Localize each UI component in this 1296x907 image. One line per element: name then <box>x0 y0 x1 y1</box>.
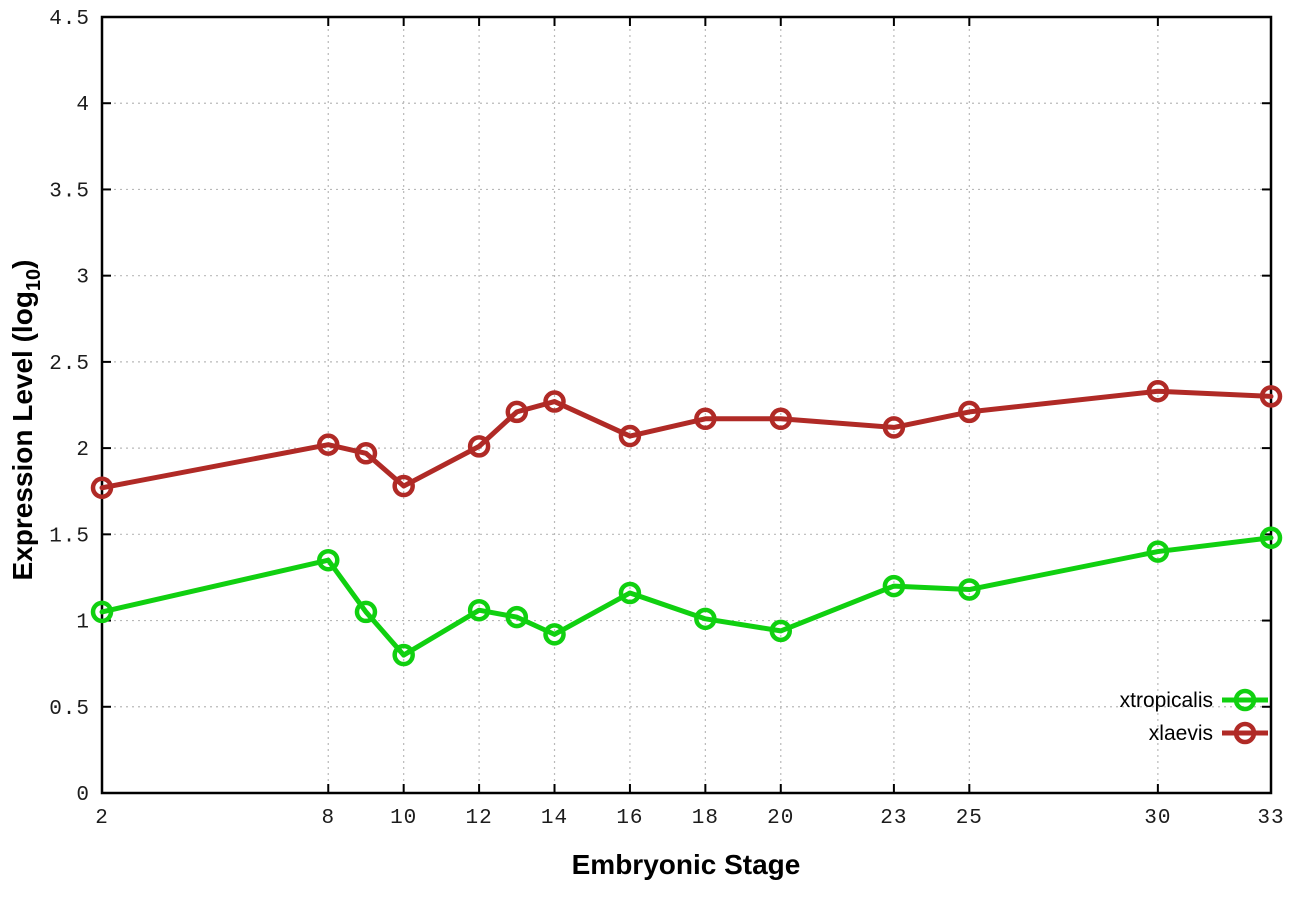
x-tick-label: 14 <box>541 807 568 830</box>
data-point-xtropicalis <box>505 605 529 629</box>
data-point-xtropicalis <box>958 578 981 601</box>
x-tick-label: 2 <box>95 807 109 830</box>
data-point-xtropicalis <box>392 643 415 667</box>
data-point-xlaevis <box>694 407 717 431</box>
legend-sample-marker <box>1233 688 1257 712</box>
x-tick-label: 10 <box>390 807 417 830</box>
series-markers-xlaevis <box>90 379 1283 500</box>
data-point-xlaevis <box>882 416 906 439</box>
data-point-xlaevis <box>958 400 981 424</box>
series-markers-xtropicalis <box>90 526 1283 667</box>
data-point-xlaevis <box>505 400 529 424</box>
y-tick-label: 1 <box>76 612 90 635</box>
data-point-xlaevis <box>543 390 566 413</box>
tick-label-layer: 2 8 10 12 14 16 18 20 23 25 30 33 0 0.5 1 1.5 2 2.5 3 3.5 4 4… <box>49 8 1284 830</box>
x-tick-label: 20 <box>767 807 794 830</box>
data-point-xlaevis <box>1146 379 1170 403</box>
y-tick-label: 3 <box>76 267 90 290</box>
legend-sample-xtropicalis <box>1222 688 1268 712</box>
y-axis-title-close: ) <box>7 260 38 269</box>
data-point-xtropicalis <box>354 600 378 624</box>
data-point-xtropicalis <box>882 574 906 598</box>
x-tick-label: 16 <box>616 807 643 830</box>
y-tick-label: 4.5 <box>49 8 90 31</box>
data-point-xlaevis <box>618 424 642 448</box>
x-tick-label: 12 <box>465 807 492 830</box>
data-point-xtropicalis <box>543 623 566 646</box>
data-point-xlaevis <box>354 442 378 465</box>
y-tick-label: 4 <box>76 94 90 117</box>
x-tick-label: 33 <box>1257 807 1284 830</box>
x-tick-label: 8 <box>321 807 335 830</box>
legend-label-xtropicalis: xtropicalis <box>1120 689 1213 712</box>
data-point-xtropicalis <box>769 619 793 643</box>
data-point-xlaevis <box>90 476 114 500</box>
x-tick-label: 23 <box>880 807 907 830</box>
data-point-xtropicalis <box>317 548 340 572</box>
legend-sample-xlaevis <box>1222 721 1268 745</box>
legend-label-xlaevis: xlaevis <box>1149 722 1213 745</box>
y-tick-label: 2.5 <box>49 353 90 376</box>
y-axis-title: Expression Level (log10) <box>7 260 45 581</box>
data-point-xlaevis <box>392 474 415 498</box>
y-axis-title-base: Expression Level (log <box>7 291 38 580</box>
y-tick-label: 3.5 <box>49 180 90 203</box>
data-point-xtropicalis <box>467 598 491 622</box>
data-point-xtropicalis <box>1259 526 1283 550</box>
y-axis-title-subscript: 10 <box>23 269 45 291</box>
data-point-xtropicalis <box>90 600 114 624</box>
data-point-xlaevis <box>317 433 340 456</box>
data-point-xtropicalis <box>618 581 642 605</box>
data-point-xtropicalis <box>1146 540 1170 563</box>
data-point-xtropicalis <box>694 607 717 631</box>
x-axis-title: Embryonic Stage <box>572 849 801 880</box>
data-point-xlaevis <box>769 407 793 431</box>
x-tick-label: 30 <box>1144 807 1171 830</box>
y-tick-label: 1.5 <box>49 525 90 548</box>
x-tick-label: 18 <box>692 807 719 830</box>
legend-sample-marker <box>1233 721 1257 745</box>
y-tick-label: 2 <box>76 439 90 462</box>
data-point-xlaevis <box>467 435 491 458</box>
y-tick-label: 0 <box>76 784 90 807</box>
data-point-xlaevis <box>1259 385 1283 408</box>
x-tick-label: 25 <box>956 807 983 830</box>
y-tick-label: 0.5 <box>49 698 90 721</box>
